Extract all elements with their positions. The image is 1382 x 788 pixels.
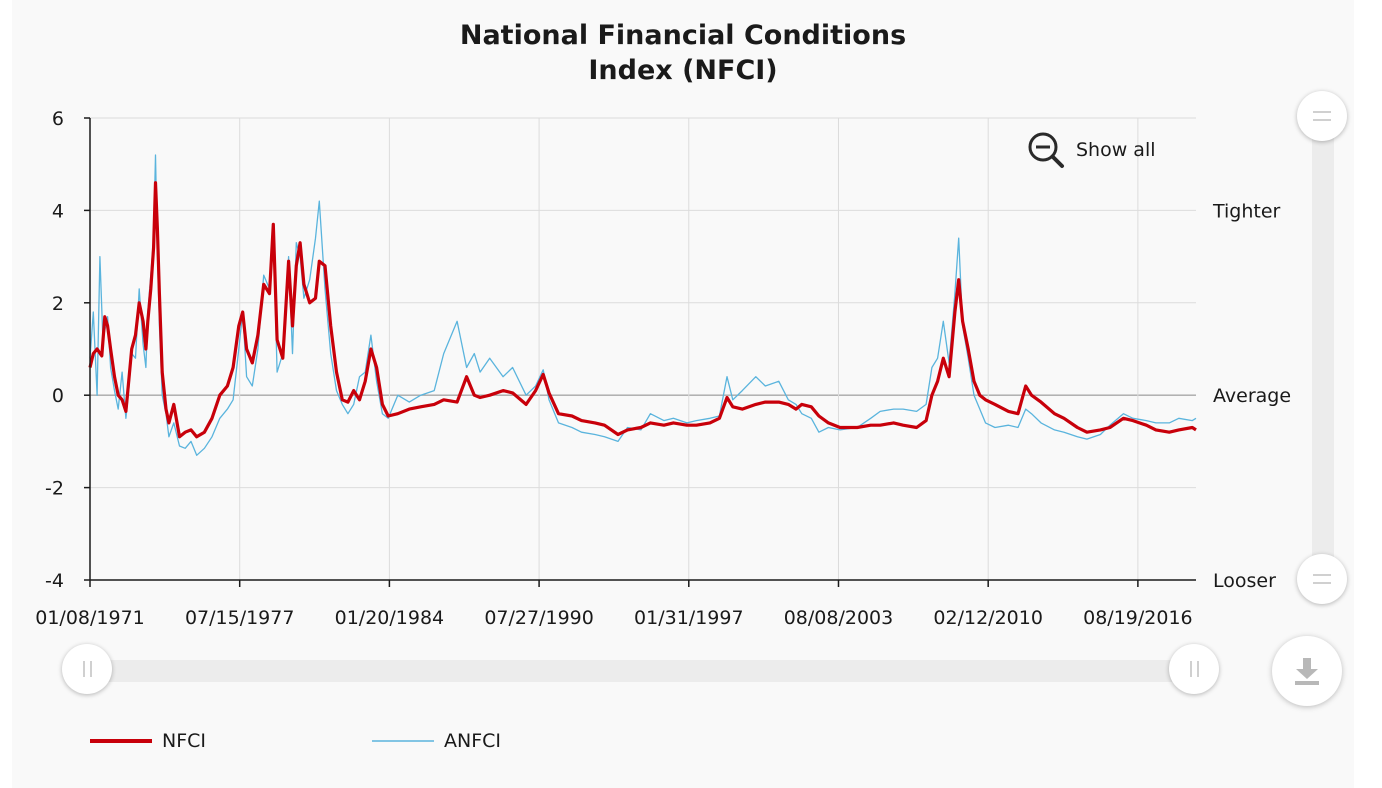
series-area (88, 154, 1197, 456)
grip-icon (1313, 574, 1331, 584)
y-tick-label: 2 (52, 293, 64, 315)
x-tick-label: 01/31/1997 (634, 607, 744, 629)
y-tick-label: 4 (52, 200, 64, 222)
y-tick-label: 6 (52, 108, 64, 130)
legend-label-anfci: ANFCI (444, 730, 502, 752)
grip-icon (1189, 661, 1199, 677)
band-label-average: Average (1213, 385, 1291, 407)
legend-item-nfci[interactable]: NFCI (90, 726, 206, 756)
vertical-range-top-handle[interactable] (1297, 91, 1347, 141)
x-tick-label: 07/27/1990 (484, 607, 594, 629)
band-label-looser: Looser (1213, 570, 1276, 592)
chart-panel (12, 0, 1354, 788)
horizontal-range-left-handle[interactable] (62, 644, 112, 694)
horizontal-range-right-handle[interactable] (1169, 644, 1219, 694)
legend-swatch-anfci (372, 740, 434, 742)
series-line-nfci (88, 181, 1197, 439)
y-tick-label: 0 (52, 385, 64, 407)
chart-title-line-2: Index (NFCI) (588, 55, 778, 86)
series-line-anfci (89, 154, 1197, 456)
vertical-range-bottom-handle[interactable] (1297, 554, 1347, 604)
grip-icon (82, 661, 92, 677)
legend-label-nfci: NFCI (162, 730, 207, 752)
band-label-tighter: Tighter (1212, 200, 1281, 222)
legend-item-anfci[interactable]: ANFCI (372, 726, 501, 756)
x-tick-label: 01/08/1971 (35, 607, 145, 629)
show-all-button[interactable]: Show all (1026, 130, 1156, 170)
grip-icon (1313, 111, 1331, 121)
x-tick-label: 01/20/1984 (335, 607, 445, 629)
x-tick-label: 08/08/2003 (784, 607, 894, 629)
x-tick-label: 02/12/2010 (933, 607, 1043, 629)
vertical-range-track[interactable] (1312, 118, 1334, 580)
chart-title: National Financial Conditions Index (NFC… (12, 18, 1354, 88)
horizontal-range-track[interactable] (88, 660, 1194, 682)
zoom-out-icon (1028, 132, 1064, 168)
x-tick-label: 07/15/1977 (185, 607, 295, 629)
legend-swatch-nfci (90, 739, 152, 743)
chart-title-line-1: National Financial Conditions (459, 20, 907, 51)
show-all-label: Show all (1076, 139, 1156, 161)
y-tick-label: -4 (45, 570, 64, 592)
x-tick-label: 08/19/2016 (1083, 607, 1193, 629)
y-tick-label: -2 (45, 478, 64, 500)
download-button[interactable] (1272, 636, 1342, 706)
download-icon (1295, 658, 1319, 685)
axes: 6 4 2 0 -2 -4 01/08/1971 07/15/1977 01/20/1984 07… (35, 108, 1291, 629)
